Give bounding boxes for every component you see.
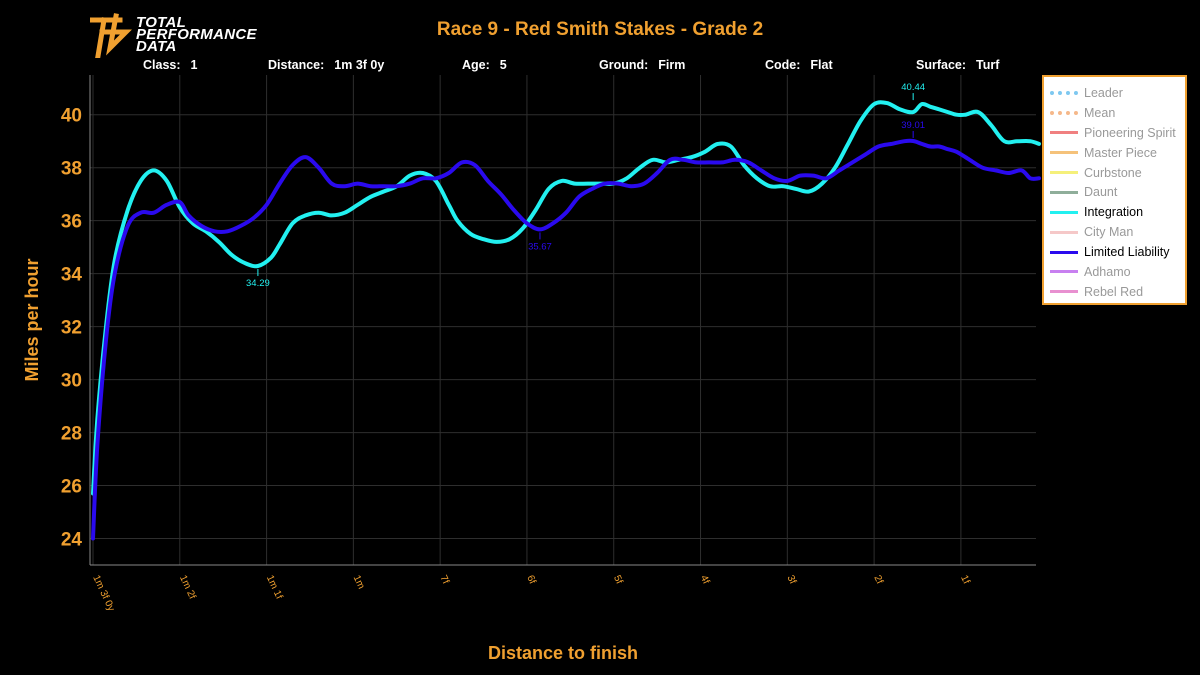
legend-label: Curbstone [1084,165,1142,180]
chart-legend: Leader Mean Pioneering Spirit Master Piece C… [1042,75,1187,305]
legend-item[interactable]: Adhamo [1050,262,1185,282]
legend-swatch-icon [1050,250,1078,254]
legend-item[interactable]: City Man [1050,222,1185,242]
legend-label: Mean [1084,105,1116,120]
y-tick-label: 38 [61,159,82,180]
legend-swatch-icon [1050,190,1078,194]
legend-label: Master Piece [1084,145,1157,160]
legend-item[interactable]: Daunt [1050,182,1185,202]
x-tick-label: 4f [698,574,712,586]
race-info-ground: Ground: Firm [599,58,685,72]
legend-label: City Man [1084,225,1134,240]
legend-swatch-icon [1050,90,1078,95]
x-tick-label: 1f [958,574,972,586]
race-info-label: Distance: [268,58,325,72]
x-tick-label: 1m 2f [177,574,198,602]
legend-item[interactable]: Integration [1050,202,1185,222]
race-info-value: Firm [658,58,686,72]
x-tick-label: 5f [611,574,625,586]
race-info-surface: Surface: Turf [916,58,999,72]
race-info-value: 1m 3f 0y [334,58,385,72]
annotation-label: 35.67 [528,241,552,252]
x-tick-label: 7f [437,574,451,586]
legend-swatch-icon [1050,131,1078,135]
y-tick-label: 36 [61,212,82,233]
race-info-value: 1 [190,58,198,72]
legend-label: Integration [1084,205,1144,220]
legend-item[interactable]: Master Piece [1050,143,1185,163]
legend-item[interactable]: Limited Liability [1050,242,1185,262]
y-tick-label: 34 [61,265,83,286]
legend-item[interactable]: Pioneering Spirit [1050,123,1185,143]
race-info-distance: Distance: 1m 3f 0y [268,58,384,72]
legend-label: Daunt [1084,185,1118,200]
x-tick-label: 2f [871,574,885,586]
x-tick-label: 1m [351,574,367,591]
y-tick-label: 32 [61,318,82,339]
x-tick-label: 6f [524,574,538,586]
y-tick-label: 24 [61,530,83,551]
race-info-label: Age: [462,58,490,72]
logo-line-1: TOTAL [136,14,187,31]
race-info-code: Code: Flat [765,58,833,72]
y-tick-label: 30 [61,371,82,392]
legend-swatch-icon [1050,270,1078,274]
legend-item[interactable]: Mean [1050,103,1185,123]
race-info-label: Class: [143,58,181,72]
annotation-label: 34.29 [246,278,270,289]
logo-line-2: PERFORMANCE [136,26,257,43]
legend-item[interactable]: Leader [1050,83,1185,103]
series-line-limited-liability [91,138,1041,541]
x-tick-label: 1m 3f 0y [90,574,116,613]
logo-line-3: DATA [136,38,177,55]
race-info-label: Code: [765,58,801,72]
legend-label: Leader [1084,85,1123,100]
x-tick-label: 3f [785,574,799,586]
y-tick-label: 40 [61,106,82,127]
annotation-label: 39.01 [901,120,925,131]
race-info-value: Turf [976,58,1000,72]
legend-swatch-icon [1050,110,1078,115]
y-axis-title: Miles per hour [22,258,42,381]
legend-label: Adhamo [1084,264,1131,279]
series-line-integration [91,100,1041,496]
legend-label: Pioneering Spirit [1084,125,1176,140]
legend-label: Rebel Red [1084,284,1144,299]
race-info-class: Class: 1 [143,58,197,72]
legend-swatch-icon [1050,151,1078,155]
race-info-value: Flat [810,58,833,72]
logo-text: TOTAL PERFORMANCE DATA [136,14,257,55]
legend-swatch-icon [1050,290,1078,294]
chart-title: Race 9 - Red Smith Stakes - Grade 2 [436,19,764,40]
y-tick-label: 26 [61,477,82,498]
race-info-label: Surface: [916,58,967,72]
race-info-age: Age: 5 [462,58,507,72]
annotation-label: 40.44 [901,82,925,93]
legend-item[interactable]: Curbstone [1050,163,1185,183]
legend-swatch-icon [1050,171,1078,174]
race-info-value: 5 [499,58,507,72]
race-info-label: Ground: [599,58,649,72]
brand-logo: TOTAL PERFORMANCE DATA [90,12,257,58]
logo-mark-icon [90,13,132,58]
legend-swatch-icon [1050,210,1078,214]
legend-item[interactable]: Rebel Red [1050,282,1185,302]
y-tick-label: 28 [61,424,82,445]
legend-label: Limited Liability [1084,245,1170,260]
legend-swatch-icon [1050,230,1078,234]
x-tick-label: 1m 1f [264,574,285,602]
x-axis-title: Distance to finish [488,643,638,663]
